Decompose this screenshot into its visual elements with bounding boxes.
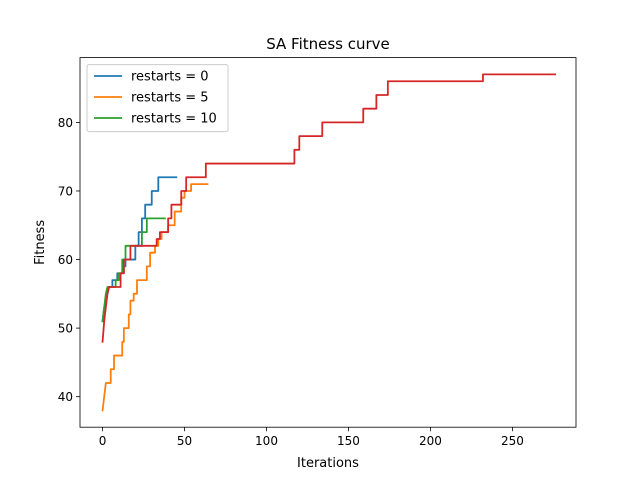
y-axis-label: Fitness [33, 220, 48, 265]
legend: restarts = 0 restarts = 5 restarts = 10 [86, 64, 229, 133]
legend-label-restarts-10: restarts = 10 [131, 112, 217, 127]
legend-label-restarts-5: restarts = 5 [131, 91, 209, 106]
x-tick-label: 0 [99, 434, 107, 448]
x-tick-label: 50 [177, 434, 192, 448]
x-axis-label: Iterations [297, 456, 359, 471]
legend-box [86, 64, 229, 133]
y-tick-label: 40 [58, 390, 73, 404]
axis-ticks: 0 50 100 150 200 250 40 50 60 70 80 [58, 116, 524, 448]
y-tick-label: 80 [58, 116, 73, 130]
series-line-4 [101, 73, 556, 343]
x-tick-label: 150 [337, 434, 360, 448]
plot-lines [101, 73, 556, 412]
series-line-1 [101, 176, 178, 323]
x-tick-label: 100 [255, 434, 278, 448]
series-line-2 [101, 183, 209, 412]
chart-title: SA Fitness curve [266, 35, 390, 53]
y-tick-label: 50 [58, 322, 73, 336]
y-tick-label: 70 [58, 184, 73, 198]
y-tick-label: 60 [58, 253, 73, 267]
legend-label-restarts-0: restarts = 0 [131, 70, 209, 85]
series-line-3 [101, 217, 166, 323]
x-tick-label: 200 [419, 434, 442, 448]
x-tick-label: 250 [501, 434, 524, 448]
plot-frame [79, 57, 577, 428]
